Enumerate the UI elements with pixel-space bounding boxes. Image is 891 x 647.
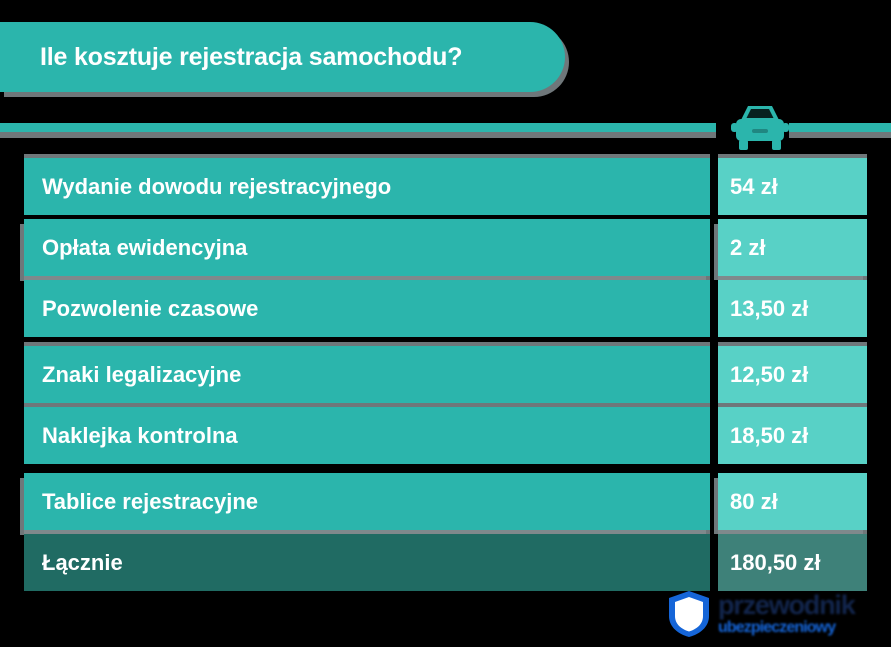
page-title: Ile kosztuje rejestracja samochodu? (40, 42, 463, 71)
total-value: 180,50 zł (718, 534, 867, 591)
table-row: Opłata ewidencyjna 2 zł (24, 219, 867, 276)
column-gap (710, 219, 718, 276)
column-gap (710, 534, 718, 591)
logo-word-secondary: ubezpieczeniowy (718, 619, 836, 636)
fee-value: 2 zł (718, 219, 867, 276)
title-banner: Ile kosztuje rejestracja samochodu? (0, 22, 565, 92)
logo-wordmark: przewodnik ubezpieczeniowy (718, 590, 856, 636)
divider-rule-right (789, 123, 891, 132)
brand-logo: przewodnik ubezpieczeniowy (666, 586, 888, 642)
fee-value: 54 zł (718, 158, 867, 215)
divider-rule-left (0, 123, 716, 132)
column-gap (710, 473, 718, 530)
table-row: Pozwolenie czasowe 13,50 zł (24, 280, 867, 337)
column-gap (710, 407, 718, 464)
table-row: Tablice rejestracyjne 80 zł (24, 473, 867, 530)
column-gap (710, 280, 718, 337)
fee-value: 12,50 zł (718, 346, 867, 403)
shield-icon (666, 589, 712, 639)
fee-label: Wydanie dowodu rejestracyjnego (24, 158, 710, 215)
column-gap (710, 158, 718, 215)
fee-label: Pozwolenie czasowe (24, 280, 710, 337)
fee-value: 13,50 zł (718, 280, 867, 337)
fee-value: 18,50 zł (718, 407, 867, 464)
fee-label: Znaki legalizacyjne (24, 346, 710, 403)
fee-label: Naklejka kontrolna (24, 407, 710, 464)
fee-label: Opłata ewidencyjna (24, 219, 710, 276)
table-row: Wydanie dowodu rejestracyjnego 54 zł (24, 158, 867, 215)
column-gap (710, 346, 718, 403)
fee-label: Tablice rejestracyjne (24, 473, 710, 530)
table-row: Naklejka kontrolna 18,50 zł (24, 407, 867, 464)
table-row: Znaki legalizacyjne 12,50 zł (24, 346, 867, 403)
fee-value: 80 zł (718, 473, 867, 530)
logo-word-primary: przewodnik (718, 590, 856, 620)
table-row-total: Łącznie 180,50 zł (24, 534, 867, 591)
car-front-icon (731, 102, 789, 152)
total-label: Łącznie (24, 534, 710, 591)
fee-table: Wydanie dowodu rejestracyjnego 54 zł Opł… (24, 158, 867, 591)
